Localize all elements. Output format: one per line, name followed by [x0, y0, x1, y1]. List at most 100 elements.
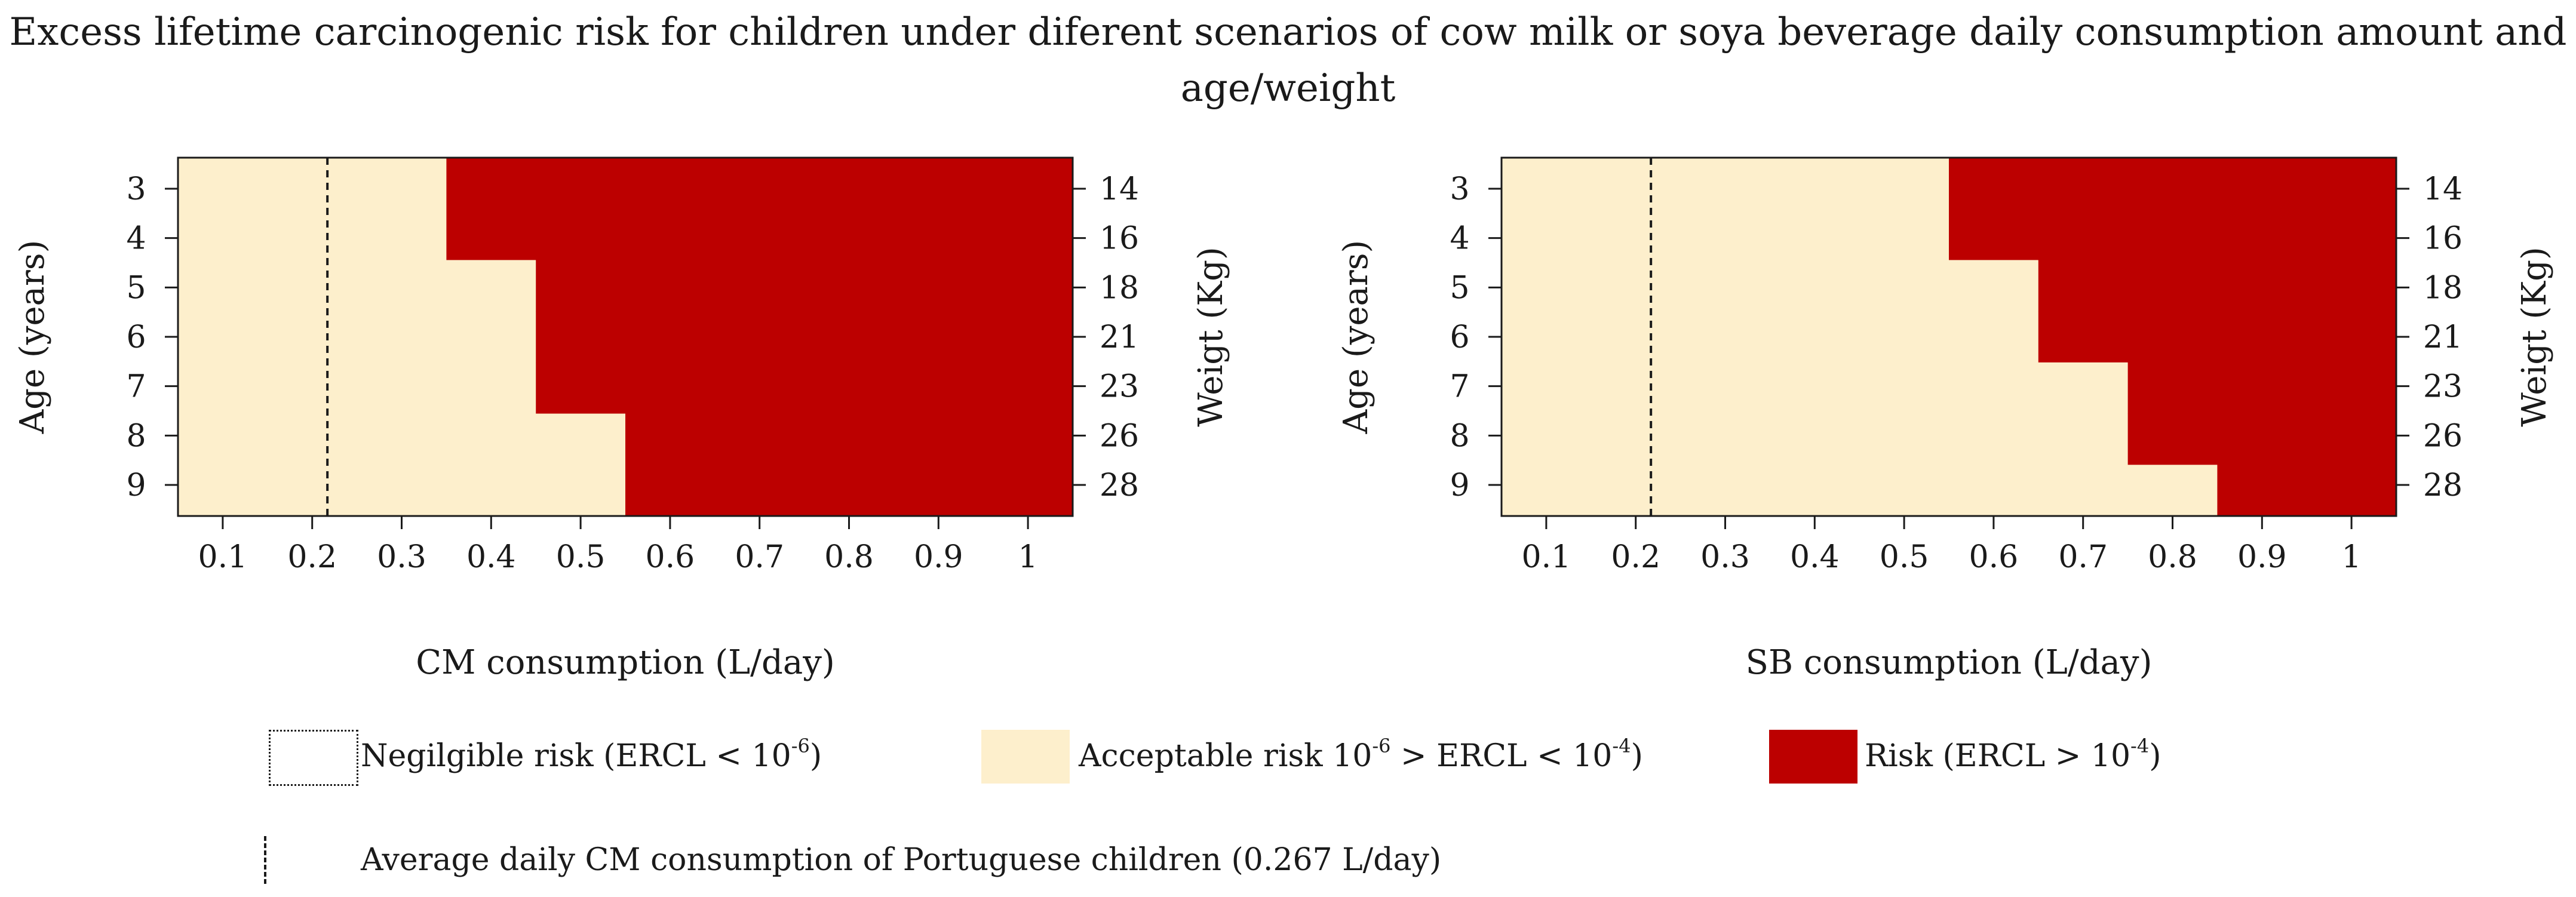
panel1-age-label-6: 6 — [126, 320, 146, 355]
panel1-risk-cell-age-8 — [625, 413, 1073, 465]
panel2-weight-label-21: 21 — [2423, 320, 2463, 355]
panel1-x-axis-title: CM consumption (L/day) — [416, 643, 835, 682]
panel1-weight-label-18: 18 — [1100, 270, 1139, 306]
panel1-acceptable-cell-age-6 — [178, 311, 536, 363]
chart-title-line-2: age/weight — [1180, 66, 1396, 110]
legend-acceptable-exp2: -4 — [1612, 735, 1631, 757]
legend-negligible-exp: -6 — [791, 735, 810, 757]
panel2-weight-label-23: 23 — [2423, 369, 2463, 405]
panel2-age-label-9: 9 — [1450, 468, 1469, 503]
panel1-acceptable-cell-age-3 — [178, 158, 447, 210]
panel1-age-label-4: 4 — [126, 221, 146, 257]
panel2-age-label-6: 6 — [1450, 320, 1469, 355]
panel1-x-label-0.3: 0.3 — [377, 539, 426, 575]
panel1-age-label-9: 9 — [126, 468, 146, 503]
panel2-x-label-0.7: 0.7 — [2058, 539, 2108, 575]
panel2-acceptable-cell-age-7 — [1502, 362, 2128, 414]
panel1-risk-cell-age-5 — [536, 260, 1073, 312]
panel1-x-label-1: 1 — [1018, 539, 1038, 575]
panel2-x-label-0.4: 0.4 — [1790, 539, 1840, 575]
panel2-x-label-0.1: 0.1 — [1522, 539, 1571, 575]
panel1-age-label-8: 8 — [126, 418, 146, 454]
panel2-y2-axis-title: Weigt (Kg) — [2515, 247, 2554, 427]
negligible-swatch — [269, 730, 358, 786]
panel1-x-label-0.5: 0.5 — [556, 539, 606, 575]
panel2-age-label-7: 7 — [1450, 369, 1469, 405]
panel1-x-label-0.7: 0.7 — [735, 539, 784, 575]
panel1-risk-cell-age-9 — [625, 465, 1073, 517]
panel1-y2-axis-title: Weigt (Kg) — [1192, 247, 1230, 427]
panel1-age-label-3: 3 — [126, 171, 146, 207]
panel2-x-label-0.9: 0.9 — [2237, 539, 2287, 575]
legend-acceptable-mid: > ERCL < 10 — [1390, 738, 1613, 774]
panel2-acceptable-cell-age-9 — [1502, 465, 2218, 517]
panel2-acceptable-cell-age-6 — [1502, 311, 2038, 363]
panel1-x-label-0.4: 0.4 — [466, 539, 516, 575]
panel1-acceptable-cell-age-9 — [178, 465, 625, 517]
legend-risk-exp: -4 — [2130, 735, 2150, 757]
panel1-risk-cell-age-4 — [446, 208, 1073, 260]
panel2-weight-label-28: 28 — [2423, 468, 2463, 503]
panel1-acceptable-cell-age-7 — [178, 362, 536, 414]
panel2-age-label-4: 4 — [1450, 221, 1469, 257]
panel2-age-label-8: 8 — [1450, 418, 1469, 454]
panel2-x-label-0.8: 0.8 — [2148, 539, 2197, 575]
panel1-x-label-0.2: 0.2 — [287, 539, 337, 575]
panel2-x-label-1: 1 — [2342, 539, 2362, 575]
legend-negligible-label: Negilgible risk (ERCL < 10-6) — [361, 735, 822, 774]
legend-acceptable-label: Acceptable risk 10-6 > ERCL < 10-4) — [1079, 735, 1643, 774]
panel2-acceptable-cell-age-5 — [1502, 260, 2038, 312]
panel1-risk-cell-age-7 — [536, 362, 1073, 414]
panel2-acceptable-cell-age-8 — [1502, 413, 2128, 465]
legend-negligible-text: Negilgible risk (ERCL < 10 — [361, 738, 791, 774]
legend-average-label: Average daily CM consumption of Portugue… — [361, 842, 1442, 878]
panel1-weight-label-26: 26 — [1100, 418, 1139, 454]
panel2-y-axis-title: Age (years) — [1337, 240, 1375, 435]
panel1-acceptable-cell-age-8 — [178, 413, 625, 465]
panel2-weight-label-26: 26 — [2423, 418, 2463, 454]
panel1-y-axis-title: Age (years) — [13, 240, 52, 435]
panel1-weight-label-16: 16 — [1100, 221, 1139, 257]
panel1-acceptable-cell-age-5 — [178, 260, 536, 312]
panel1-x-label-0.8: 0.8 — [824, 539, 874, 575]
panel2-risk-cell-age-9 — [2217, 465, 2396, 517]
panel2-weight-label-14: 14 — [2423, 171, 2463, 207]
panel2-x-label-0.6: 0.6 — [1969, 539, 2019, 575]
legend-negligible-close: ) — [809, 738, 822, 774]
legend-acceptable-close: ) — [1631, 738, 1643, 774]
panel1-weight-label-28: 28 — [1100, 468, 1139, 503]
panel1-weight-label-21: 21 — [1100, 320, 1139, 355]
average-line-legend-icon — [264, 836, 266, 884]
panel2-risk-cell-age-8 — [2127, 413, 2396, 465]
panel2-x-axis-title: SB consumption (L/day) — [1746, 643, 2153, 682]
panel2-risk-cell-age-6 — [2038, 311, 2396, 363]
panel2-risk-cell-age-5 — [2038, 260, 2396, 312]
panel2-acceptable-cell-age-4 — [1502, 208, 1949, 260]
risk-swatch — [1769, 730, 1857, 784]
panel1-x-label-0.9: 0.9 — [914, 539, 963, 575]
panel1-x-label-0.6: 0.6 — [646, 539, 695, 575]
panel2-risk-cell-age-4 — [1949, 208, 2396, 260]
legend-acceptable-exp1: -6 — [1372, 735, 1391, 757]
panel2-acceptable-cell-age-3 — [1502, 158, 1949, 210]
panel2-weight-label-18: 18 — [2423, 270, 2463, 306]
panel2-weight-label-16: 16 — [2423, 221, 2463, 257]
legend-risk-close: ) — [2149, 738, 2161, 774]
chart-title-line-1: Excess lifetime carcinogenic risk for ch… — [9, 10, 2567, 54]
panel1-acceptable-cell-age-4 — [178, 208, 447, 260]
panel2-x-label-0.5: 0.5 — [1880, 539, 1929, 575]
acceptable-swatch — [981, 730, 1070, 784]
panel1-weight-label-14: 14 — [1100, 171, 1139, 207]
panel1-age-label-7: 7 — [126, 369, 146, 405]
panel1-x-label-0.1: 0.1 — [198, 539, 248, 575]
legend-risk-label: Risk (ERCL > 10-4) — [1865, 735, 2161, 774]
panel2-age-label-5: 5 — [1450, 270, 1469, 306]
panel1-risk-cell-age-3 — [446, 158, 1073, 210]
legend-acceptable-text: Acceptable risk 10 — [1079, 738, 1373, 774]
panel1-risk-cell-age-6 — [536, 311, 1073, 363]
panel2-x-label-0.3: 0.3 — [1700, 539, 1750, 575]
panel1-age-label-5: 5 — [126, 270, 146, 306]
panel1-weight-label-23: 23 — [1100, 369, 1139, 405]
legend-risk-text: Risk (ERCL > 10 — [1865, 738, 2131, 774]
